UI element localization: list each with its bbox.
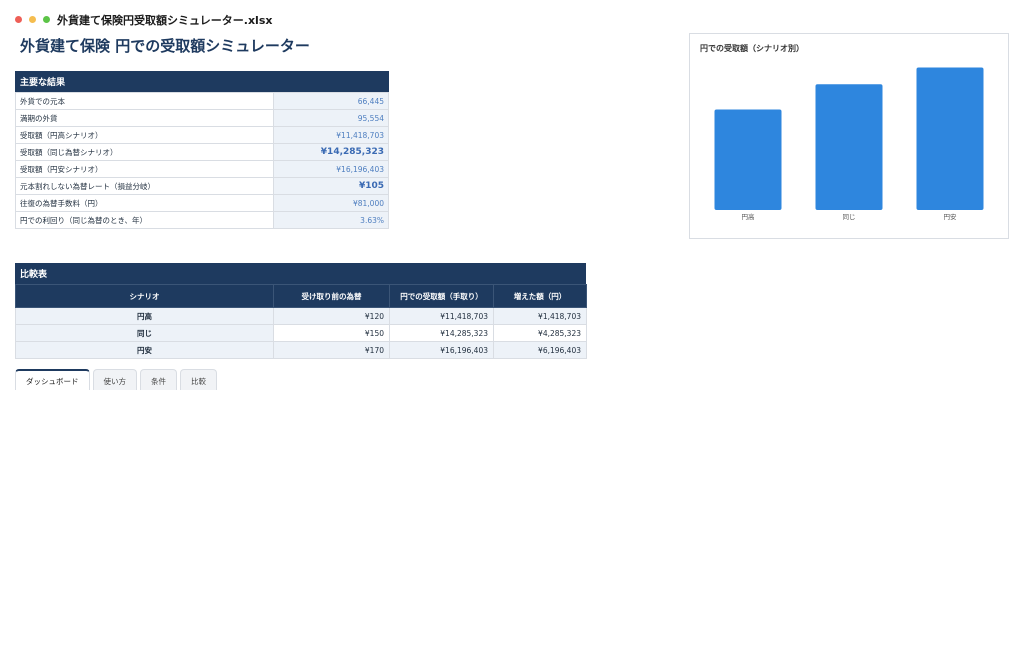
result-value[interactable]: 66,445 [273, 92, 389, 110]
chart-bar[interactable] [916, 67, 984, 210]
result-value[interactable]: ¥81,000 [273, 194, 389, 212]
results-panel: 主要な結果 外貨での元本 66,445 満期の外貨 95,554 受取額（円高シナリオ）… [15, 71, 389, 229]
comparison-row: 同じ ¥150 ¥14,285,323 ¥4,285,323 [15, 324, 587, 342]
chart-title: 円での受取額（シナリオ別） [700, 44, 804, 53]
result-label[interactable]: 円での利回り（同じ為替のとき、年） [15, 211, 274, 229]
result-value[interactable]: ¥16,196,403 [273, 160, 389, 178]
comparison-cell-rate[interactable]: ¥120 [273, 307, 390, 325]
result-label[interactable]: 受取額（円安シナリオ） [15, 160, 274, 178]
comparison-row: 円安 ¥170 ¥16,196,403 ¥6,196,403 [15, 341, 587, 359]
results-header: 主要な結果 [15, 71, 389, 92]
comparison-column-header[interactable]: 受け取り前の為替 [273, 284, 390, 308]
comparison-row: 円高 ¥120 ¥11,418,703 ¥1,418,703 [15, 307, 587, 325]
page-title: 外貨建て保険 円での受取額シミュレーター [20, 37, 310, 55]
chart-panel: 円での受取額（シナリオ別） 円高 同じ 円安 [689, 33, 1009, 239]
comparison-column-header[interactable]: シナリオ [15, 284, 274, 308]
result-row: 受取額（円安シナリオ） ¥16,196,403 [15, 160, 389, 178]
comparison-cell-amount[interactable]: ¥14,285,323 [389, 324, 494, 342]
result-label[interactable]: 外貨での元本 [15, 92, 274, 110]
result-value[interactable]: ¥11,418,703 [273, 126, 389, 144]
result-label[interactable]: 往復の為替手数料（円） [15, 194, 274, 212]
comparison-cell-gain[interactable]: ¥1,418,703 [493, 307, 587, 325]
window-title: 外貨建て保険円受取額シミュレーター.xlsx [57, 14, 273, 27]
chart-category-label: 同じ [843, 213, 856, 221]
result-label[interactable]: 元本割れしない為替レート（損益分岐） [15, 177, 274, 195]
result-value[interactable]: ¥105 [273, 177, 389, 195]
comparison-cell-rate[interactable]: ¥150 [273, 324, 390, 342]
comparison-header: 比較表 [15, 263, 586, 284]
chart-category-label: 円高 [742, 212, 756, 221]
comparison-cell-gain[interactable]: ¥6,196,403 [493, 341, 587, 359]
result-row: 受取額（円高シナリオ） ¥11,418,703 [15, 126, 389, 144]
result-label[interactable]: 受取額（円高シナリオ） [15, 126, 274, 144]
comparison-column-header[interactable]: 円での受取額（手取り） [389, 284, 494, 308]
result-row: 受取額（同じ為替シナリオ） ¥14,285,323 [15, 143, 389, 161]
bar-chart: 円高 同じ 円安 [714, 67, 984, 221]
comparison-cell-rate[interactable]: ¥170 [273, 341, 390, 359]
sheet-tabs: ダッシュボード 使い方 条件 比較 [15, 369, 217, 390]
comparison-cell-scenario[interactable]: 円高 [15, 307, 274, 325]
sheet-tab[interactable]: ダッシュボード [15, 369, 90, 390]
maximize-window-button[interactable] [43, 16, 50, 23]
comparison-table: シナリオ 受け取り前の為替 円での受取額（手取り） 増えた額（円） 円高 ¥120 ¥11… [15, 284, 587, 359]
window-titlebar: 外貨建て保険円受取額シミュレーター.xlsx [0, 0, 1024, 34]
comparison-cell-amount[interactable]: ¥11,418,703 [389, 307, 494, 325]
minimize-window-button[interactable] [29, 16, 36, 23]
result-label[interactable]: 満期の外貨 [15, 109, 274, 127]
chart-bar[interactable] [714, 109, 782, 210]
sheet-tab[interactable]: 使い方 [92, 369, 137, 390]
result-value[interactable]: 95,554 [273, 109, 389, 127]
comparison-panel: 比較表 シナリオ 受け取り前の為替 円での受取額（手取り） 増えた額（円） 円高 ¥12… [15, 263, 587, 359]
comparison-cell-gain[interactable]: ¥4,285,323 [493, 324, 587, 342]
close-window-button[interactable] [15, 16, 22, 23]
chart-category-label: 円安 [944, 212, 958, 221]
result-value[interactable]: ¥14,285,323 [273, 143, 389, 161]
comparison-cell-scenario[interactable]: 円安 [15, 341, 274, 359]
result-value[interactable]: 3.63% [273, 211, 389, 229]
result-row: 円での利回り（同じ為替のとき、年） 3.63% [15, 211, 389, 229]
sheet-tab[interactable]: 条件 [140, 369, 177, 390]
sheet-tab[interactable]: 比較 [180, 369, 217, 390]
result-row: 満期の外貨 95,554 [15, 109, 389, 127]
result-label[interactable]: 受取額（同じ為替シナリオ） [15, 143, 274, 161]
comparison-cell-scenario[interactable]: 同じ [15, 324, 274, 342]
chart-bar[interactable] [815, 84, 883, 210]
results-table: 外貨での元本 66,445 満期の外貨 95,554 受取額（円高シナリオ） ¥11,41… [15, 92, 389, 229]
result-row: 元本割れしない為替レート（損益分岐） ¥105 [15, 177, 389, 195]
result-row: 往復の為替手数料（円） ¥81,000 [15, 194, 389, 212]
result-row: 外貨での元本 66,445 [15, 92, 389, 110]
comparison-cell-amount[interactable]: ¥16,196,403 [389, 341, 494, 359]
comparison-column-header[interactable]: 増えた額（円） [493, 284, 587, 308]
